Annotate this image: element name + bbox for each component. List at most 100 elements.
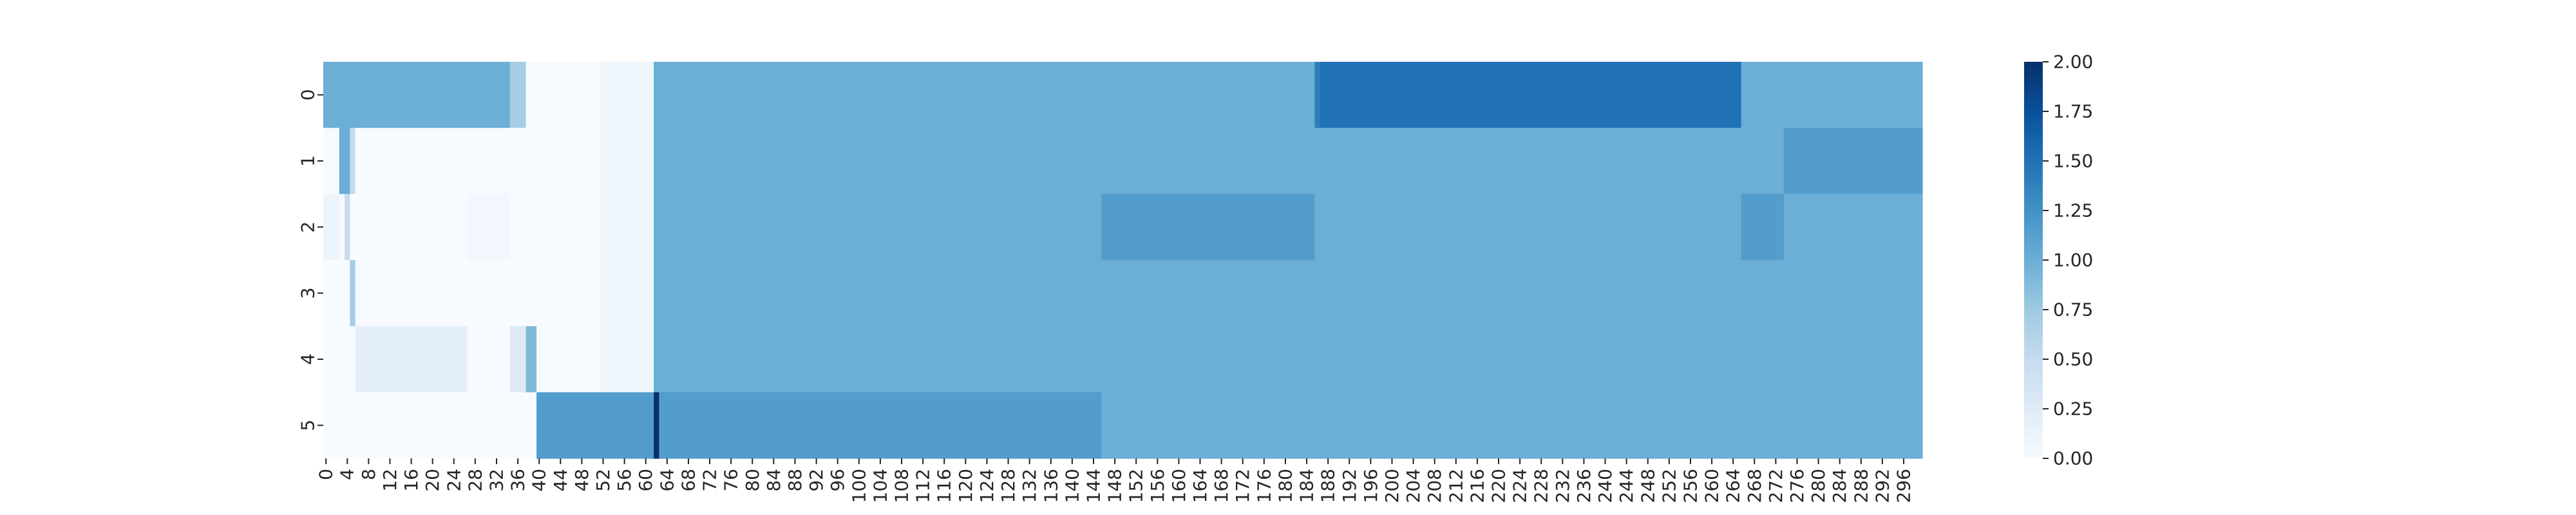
x-tick-label: 192 bbox=[1339, 469, 1360, 503]
heatmap-cell-row-2 bbox=[339, 194, 345, 261]
x-tick-label: 144 bbox=[1083, 469, 1104, 503]
colorbar-tick-label: 0.00 bbox=[2053, 448, 2093, 469]
x-tick-label: 44 bbox=[550, 469, 571, 492]
x-tick-label: 124 bbox=[976, 469, 998, 503]
x-tick-label: 168 bbox=[1211, 469, 1232, 503]
x-tick-label: 24 bbox=[443, 469, 464, 492]
y-tick-label: 5 bbox=[298, 420, 319, 431]
x-axis: 0 4 8 12 16 20 24 28 32 36 40 44 48 52 56 60 64 68 72 76 80 8… bbox=[316, 458, 1915, 503]
x-tick-label: 108 bbox=[891, 469, 913, 503]
x-tick-label: 268 bbox=[1744, 469, 1765, 503]
x-tick-label: 296 bbox=[1893, 469, 1915, 503]
x-tick-label: 76 bbox=[721, 469, 742, 492]
heatmap-cell-row-2 bbox=[323, 194, 340, 261]
colorbar-tick-label: 0.75 bbox=[2053, 299, 2093, 321]
x-tick-label: 264 bbox=[1723, 469, 1744, 503]
x-tick-label: 164 bbox=[1189, 469, 1211, 503]
heatmap-cell-row-0 bbox=[323, 62, 340, 129]
colorbar-tick-label: 0.25 bbox=[2053, 398, 2093, 420]
x-tick-label: 64 bbox=[656, 469, 677, 492]
x-tick-label: 224 bbox=[1510, 469, 1531, 503]
colorbar-tick-label: 1.25 bbox=[2053, 200, 2093, 221]
x-tick-label: 208 bbox=[1424, 469, 1445, 503]
heatmap-cell-row-0 bbox=[1741, 62, 1923, 129]
heatmap-cell-row-0 bbox=[600, 62, 654, 129]
heatmap-cell-row-5 bbox=[323, 392, 537, 459]
x-tick-label: 156 bbox=[1147, 469, 1168, 503]
x-tick-label: 120 bbox=[955, 469, 976, 503]
heatmap-cell-row-5 bbox=[654, 392, 660, 459]
heatmap-cell-row-1 bbox=[355, 127, 601, 194]
heatmap-cell-row-5 bbox=[536, 392, 654, 459]
heatmap-cell-row-2 bbox=[1314, 194, 1742, 261]
x-tick-label: 84 bbox=[763, 469, 784, 492]
heatmap-cell-row-4 bbox=[536, 326, 601, 393]
x-tick-label: 68 bbox=[677, 469, 699, 492]
y-axis: 0 1 2 3 4 5 bbox=[298, 89, 323, 431]
x-tick-label: 8 bbox=[358, 469, 379, 480]
x-tick-label: 180 bbox=[1274, 469, 1296, 503]
y-tick-label: 2 bbox=[298, 221, 319, 233]
x-tick-label: 188 bbox=[1318, 469, 1339, 503]
x-tick-label: 220 bbox=[1488, 469, 1510, 503]
heatmap-cell-row-3 bbox=[654, 260, 1923, 327]
heatmap-cell-row-1 bbox=[654, 127, 1785, 194]
x-tick-label: 116 bbox=[934, 469, 955, 503]
x-tick-label: 28 bbox=[464, 469, 486, 492]
heatmap-cell-row-2 bbox=[350, 194, 468, 261]
heatmap-cell-row-2 bbox=[1101, 194, 1316, 261]
x-tick-label: 80 bbox=[742, 469, 763, 492]
x-tick-label: 252 bbox=[1658, 469, 1680, 503]
colorbar-tick-label: 1.00 bbox=[2053, 250, 2093, 271]
x-tick-label: 92 bbox=[806, 469, 827, 492]
x-tick-label: 196 bbox=[1360, 469, 1381, 503]
x-tick-label: 272 bbox=[1765, 469, 1786, 503]
x-tick-label: 132 bbox=[1019, 469, 1040, 503]
heatmap-cell-row-5 bbox=[659, 392, 1102, 459]
heatmap-cell-row-3 bbox=[355, 260, 601, 327]
x-tick-label: 152 bbox=[1126, 469, 1147, 503]
x-tick-label: 12 bbox=[379, 469, 401, 492]
colorbar-tick-label: 1.75 bbox=[2053, 101, 2093, 122]
x-tick-label: 288 bbox=[1850, 469, 1871, 503]
x-tick-label: 216 bbox=[1466, 469, 1488, 503]
x-tick-label: 40 bbox=[529, 469, 550, 492]
heatmap-cell-row-2 bbox=[345, 194, 350, 261]
y-tick-label: 0 bbox=[298, 89, 319, 100]
x-tick-label: 128 bbox=[998, 469, 1019, 503]
x-tick-label: 112 bbox=[913, 469, 934, 503]
x-tick-label: 4 bbox=[337, 469, 358, 480]
x-tick-label: 200 bbox=[1381, 469, 1403, 503]
x-tick-label: 260 bbox=[1701, 469, 1723, 503]
x-tick-label: 184 bbox=[1296, 469, 1318, 503]
heatmap-cell-row-3 bbox=[600, 260, 654, 327]
heatmap-cells bbox=[323, 62, 1923, 459]
heatmap-cell-row-4 bbox=[654, 326, 1923, 393]
colorbar-gradient bbox=[2024, 62, 2043, 458]
x-tick-label: 204 bbox=[1403, 469, 1424, 503]
heatmap-cell-row-5 bbox=[1101, 392, 1923, 459]
heatmap-cell-row-4 bbox=[600, 326, 654, 393]
x-tick-label: 140 bbox=[1061, 469, 1083, 503]
x-tick-label: 0 bbox=[316, 469, 337, 480]
x-tick-label: 72 bbox=[699, 469, 721, 492]
heatmap-cell-row-4 bbox=[509, 326, 527, 393]
x-tick-label: 256 bbox=[1680, 469, 1701, 503]
heatmap-cell-row-2 bbox=[1783, 194, 1923, 261]
heatmap-cell-row-2 bbox=[1741, 194, 1785, 261]
x-tick-label: 248 bbox=[1637, 469, 1658, 503]
heatmap-cell-row-3 bbox=[323, 260, 350, 327]
x-tick-label: 280 bbox=[1808, 469, 1829, 503]
x-tick-label: 176 bbox=[1253, 469, 1274, 503]
x-tick-label: 244 bbox=[1616, 469, 1637, 503]
y-tick-label: 3 bbox=[298, 287, 319, 299]
colorbar-tick-label: 2.00 bbox=[2053, 52, 2093, 73]
x-tick-label: 276 bbox=[1786, 469, 1808, 503]
heatmap-cell-row-4 bbox=[323, 326, 356, 393]
heatmap-cell-row-2 bbox=[467, 194, 511, 261]
heatmap-cell-row-4 bbox=[526, 326, 537, 393]
x-tick-label: 136 bbox=[1040, 469, 1061, 503]
x-tick-label: 100 bbox=[848, 469, 869, 503]
heatmap-cell-row-0 bbox=[339, 62, 511, 129]
